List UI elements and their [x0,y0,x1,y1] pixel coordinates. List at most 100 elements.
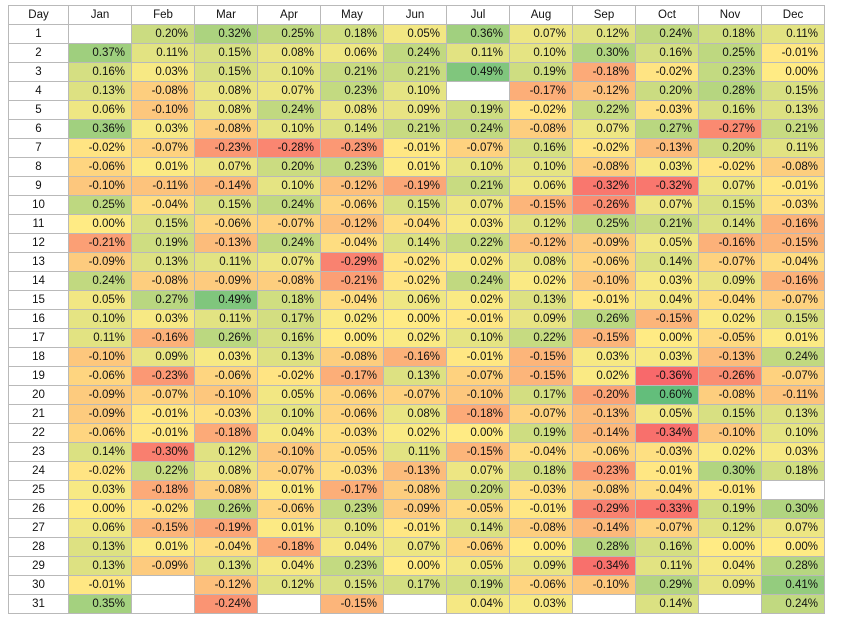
heatmap-cell: -0.02% [131,499,195,519]
heatmap-cell: -0.16% [131,328,195,348]
heatmap-cell: 0.11% [194,252,258,272]
day-label: 22 [8,423,69,443]
heatmap-cell: -0.08% [572,157,636,177]
heatmap-cell: -0.06% [68,157,132,177]
heatmap-cell: 0.13% [509,290,573,310]
heatmap-cell: 0.24% [257,195,321,215]
day-label: 30 [8,575,69,595]
heatmap-cell: -0.07% [761,366,825,386]
table-row: 9 -0.10% -0.11% -0.14% 0.10% -0.12% -0.19% 0.21… [8,176,825,196]
table-row: 17 0.11% -0.16% 0.26% 0.16% 0.00% 0.02% 0.10% 0.… [8,328,825,348]
heatmap-cell: 0.01% [257,518,321,538]
heatmap-cell: 0.03% [446,214,510,234]
heatmap-cell: -0.02% [383,271,447,291]
heatmap-cell: 0.15% [383,195,447,215]
day-label: 21 [8,404,69,424]
heatmap-cell: -0.14% [572,423,636,443]
heatmap-cell: -0.34% [572,556,636,576]
heatmap-cell: -0.16% [383,347,447,367]
heatmap-cell: 0.21% [761,119,825,139]
heatmap-cell: -0.18% [131,480,195,500]
heatmap-cell: -0.01% [446,309,510,329]
table-row: 29 0.13% -0.09% 0.13% 0.04% 0.23% 0.00% 0.05% 0.… [8,556,825,576]
heatmap-cell: 0.15% [131,214,195,234]
heatmap-cell: -0.07% [635,518,699,538]
heatmap-cell: 0.23% [320,81,384,101]
heatmap-cell: -0.06% [320,195,384,215]
heatmap-cell: 0.06% [68,518,132,538]
heatmap-cell: 0.03% [194,347,258,367]
heatmap-cell: -0.02% [383,252,447,272]
heatmap-cell: -0.07% [131,385,195,405]
heatmap-cell: -0.10% [257,442,321,462]
heatmap-cell: 0.11% [635,556,699,576]
heatmap-cell: -0.20% [572,385,636,405]
heatmap-cell: -0.09% [131,556,195,576]
heatmap-cell [131,594,195,614]
day-label: 6 [8,119,69,139]
heatmap-cell: -0.19% [383,176,447,196]
table-row: 28 0.13% 0.01% -0.04% -0.18% 0.04% 0.07% -0.06%… [8,537,825,557]
day-label: 19 [8,366,69,386]
heatmap-cell: 0.03% [761,442,825,462]
heatmap-cell: -0.06% [572,252,636,272]
table-row: 4 0.13% -0.08% 0.08% 0.07% 0.23% 0.10% -0.17% -0… [8,81,825,101]
heatmap-cell: 0.11% [194,309,258,329]
heatmap-cell: 0.02% [446,290,510,310]
heatmap-cell: 0.13% [131,252,195,272]
heatmap-cell: 0.16% [68,62,132,82]
heatmap-cell: 0.15% [698,404,762,424]
column-header-jan: Jan [68,5,132,25]
heatmap-cell: -0.03% [194,404,258,424]
day-label: 29 [8,556,69,576]
heatmap-cell: 0.17% [509,385,573,405]
heatmap-cell: 0.03% [509,594,573,614]
heatmap-cell: -0.01% [761,43,825,63]
heatmap-cell: 0.03% [635,157,699,177]
table-row: 27 0.06% -0.15% -0.19% 0.01% 0.10% -0.01% 0.14%… [8,518,825,538]
heatmap-cell: 0.18% [761,461,825,481]
day-label: 12 [8,233,69,253]
heatmap-cell: -0.18% [572,62,636,82]
heatmap-cell: -0.08% [320,347,384,367]
heatmap-cell: -0.13% [383,461,447,481]
day-label: 8 [8,157,69,177]
heatmap-cell: 0.10% [257,404,321,424]
heatmap-cell: 0.10% [446,328,510,348]
heatmap-cell: 0.10% [446,157,510,177]
heatmap-cell: 0.11% [68,328,132,348]
day-label: 28 [8,537,69,557]
heatmap-cell: 0.07% [698,176,762,196]
heatmap-cell: 0.36% [68,119,132,139]
table-row: 26 0.00% -0.02% 0.26% -0.06% 0.23% -0.09% -0.05… [8,499,825,519]
column-header-oct: Oct [635,5,699,25]
heatmap-cell: 0.30% [698,461,762,481]
heatmap-cell: 0.02% [383,423,447,443]
table-row: 16 0.10% 0.03% 0.11% 0.17% 0.02% 0.00% -0.01% 0.… [8,309,825,329]
table-row: 11 0.00% 0.15% -0.06% -0.07% -0.12% -0.04% 0.03… [8,214,825,234]
heatmap-cell: 0.30% [761,499,825,519]
heatmap-cell: 0.08% [194,461,258,481]
heatmap-cell: 0.02% [698,442,762,462]
heatmap-cell: -0.03% [635,442,699,462]
heatmap-cell: 0.02% [509,271,573,291]
heatmap-cell: 0.09% [509,309,573,329]
heatmap-cell: 0.19% [131,233,195,253]
heatmap-cell: 0.27% [131,290,195,310]
heatmap-cell: -0.07% [509,404,573,424]
heatmap-cell: 0.41% [761,575,825,595]
heatmap-cell: -0.10% [131,100,195,120]
heatmap-cell: -0.26% [572,195,636,215]
heatmap-cell: -0.03% [320,423,384,443]
day-label: 3 [8,62,69,82]
table-row: 20 -0.09% -0.07% -0.10% 0.05% -0.06% -0.07% -0.… [8,385,825,405]
heatmap-cell: 0.22% [446,233,510,253]
heatmap-cell: 0.07% [635,195,699,215]
heatmap-cell: -0.06% [509,575,573,595]
heatmap-cell: -0.13% [635,138,699,158]
heatmap-cell: 0.00% [383,556,447,576]
heatmap-cell: 0.24% [761,594,825,614]
table-row: 3 0.16% 0.03% 0.15% 0.10% 0.21% 0.21% 0.49% 0.19… [8,62,825,82]
header-row: Day Jan Feb Mar Apr May Jun Jul Aug Sep Oct Nov Dec [8,5,825,25]
heatmap-cell: 0.19% [446,100,510,120]
